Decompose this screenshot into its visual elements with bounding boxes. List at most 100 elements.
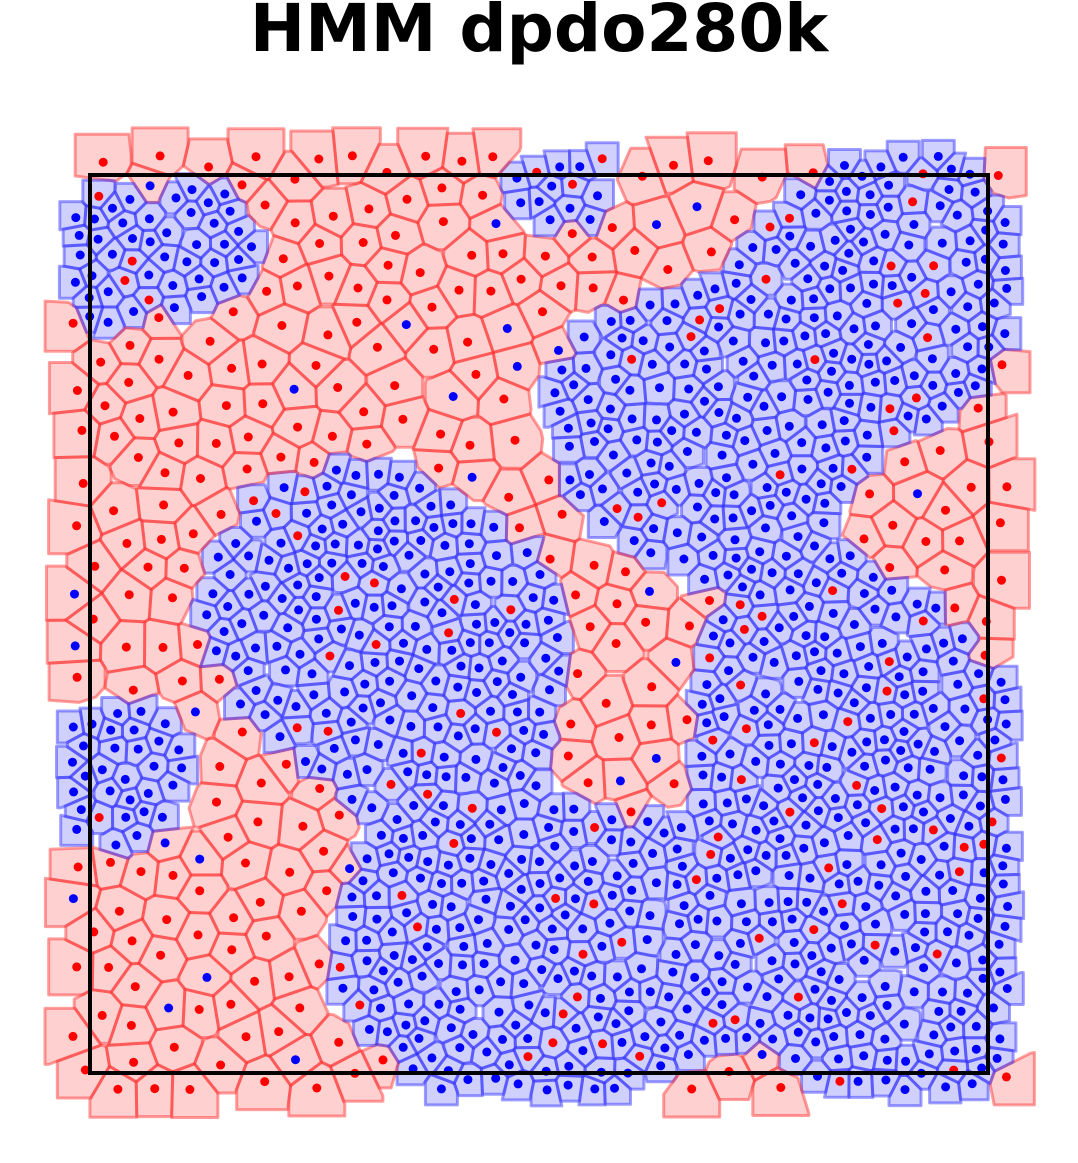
particle bbox=[692, 202, 702, 212]
particle bbox=[1001, 1072, 1011, 1082]
particle bbox=[247, 242, 256, 252]
particle bbox=[311, 541, 321, 551]
particle bbox=[434, 999, 444, 1009]
particle bbox=[997, 360, 1007, 370]
particle bbox=[790, 775, 799, 785]
particle bbox=[708, 735, 718, 745]
particle bbox=[338, 519, 348, 529]
particle bbox=[840, 161, 849, 170]
particle bbox=[948, 656, 958, 666]
cell bbox=[52, 408, 102, 460]
particle bbox=[787, 511, 797, 521]
particle bbox=[516, 884, 526, 894]
particle bbox=[486, 576, 496, 586]
particle bbox=[295, 649, 305, 659]
particle bbox=[94, 191, 104, 201]
particle bbox=[973, 403, 983, 413]
particle bbox=[937, 401, 947, 411]
particle bbox=[847, 747, 857, 757]
particle bbox=[323, 330, 333, 340]
particle bbox=[251, 643, 260, 653]
particle bbox=[228, 307, 238, 317]
particle bbox=[776, 1083, 786, 1092]
particle bbox=[492, 677, 502, 687]
particle bbox=[802, 375, 812, 385]
particle bbox=[728, 336, 738, 346]
particle bbox=[504, 925, 514, 934]
particle bbox=[608, 450, 618, 460]
particle bbox=[785, 807, 795, 817]
particle bbox=[293, 580, 303, 590]
cell bbox=[151, 385, 203, 432]
particle bbox=[455, 923, 465, 933]
particle bbox=[302, 559, 312, 569]
particle bbox=[714, 951, 724, 961]
particle bbox=[156, 534, 166, 544]
particle bbox=[294, 605, 304, 615]
particle bbox=[376, 1003, 385, 1013]
cell bbox=[988, 347, 1032, 395]
particle bbox=[966, 482, 976, 492]
particle bbox=[866, 402, 876, 412]
particle bbox=[244, 589, 254, 599]
particle bbox=[72, 824, 82, 834]
particle bbox=[597, 941, 607, 951]
particle bbox=[284, 563, 293, 573]
particle bbox=[708, 550, 718, 560]
particle bbox=[890, 782, 900, 792]
particle bbox=[671, 949, 681, 959]
particle bbox=[378, 966, 388, 976]
particle bbox=[555, 873, 565, 883]
particle bbox=[296, 906, 306, 916]
particle bbox=[907, 272, 917, 282]
particle bbox=[843, 831, 853, 840]
particle bbox=[90, 214, 99, 224]
particle bbox=[474, 663, 484, 673]
particle bbox=[925, 764, 935, 774]
particle bbox=[617, 937, 627, 947]
particle bbox=[204, 162, 214, 172]
particle bbox=[683, 1050, 693, 1059]
particle bbox=[314, 573, 324, 583]
particle bbox=[1000, 695, 1010, 705]
particle bbox=[128, 685, 138, 695]
particle bbox=[468, 1030, 478, 1039]
particle bbox=[439, 752, 449, 762]
particle bbox=[317, 764, 327, 774]
particle bbox=[90, 561, 100, 571]
particle bbox=[219, 282, 229, 292]
particle bbox=[679, 554, 689, 564]
particle bbox=[273, 695, 283, 705]
particle bbox=[913, 739, 923, 749]
particle bbox=[935, 870, 945, 880]
cell bbox=[327, 842, 363, 886]
particle bbox=[496, 977, 506, 987]
cell bbox=[192, 485, 242, 537]
particle bbox=[157, 812, 167, 822]
particle bbox=[541, 653, 551, 663]
particle bbox=[416, 748, 426, 758]
particle bbox=[215, 762, 225, 771]
particle bbox=[963, 302, 973, 312]
particle bbox=[865, 489, 875, 499]
particle bbox=[330, 539, 340, 549]
particle bbox=[721, 1033, 731, 1043]
particle bbox=[884, 180, 894, 190]
particle bbox=[490, 618, 500, 627]
particle bbox=[404, 852, 414, 862]
particle bbox=[708, 631, 718, 641]
particle bbox=[446, 1023, 456, 1033]
particle bbox=[793, 1027, 803, 1037]
particle bbox=[492, 727, 501, 737]
particle bbox=[748, 243, 758, 252]
particle bbox=[834, 975, 844, 984]
particle bbox=[767, 568, 777, 578]
particle bbox=[389, 536, 399, 546]
particle bbox=[885, 404, 895, 414]
particle bbox=[606, 317, 616, 326]
particle bbox=[862, 298, 872, 308]
particle bbox=[920, 909, 930, 919]
cell bbox=[574, 270, 619, 314]
particle bbox=[647, 682, 657, 692]
particle bbox=[262, 286, 272, 296]
